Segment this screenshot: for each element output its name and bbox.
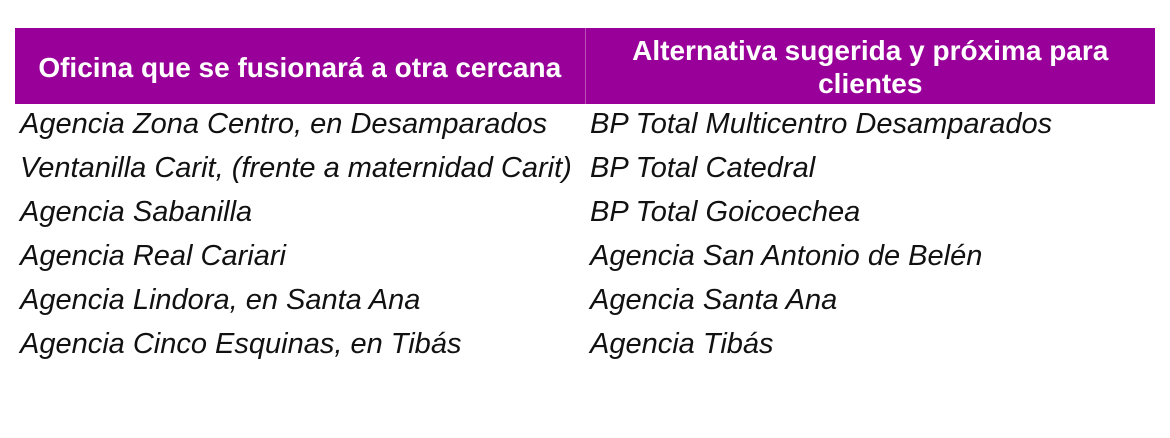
header-alternative: Alternativa sugerida y próxima para clie… (584, 28, 1155, 104)
office-cell: Ventanilla Carit, (frente a maternidad C… (20, 152, 572, 184)
alternative-cell: BP Total Catedral (590, 152, 816, 184)
table-row: Ventanilla Carit, (frente a maternidad C… (15, 148, 1155, 192)
alternative-cell: Agencia Tibás (590, 328, 774, 360)
table-row: Agencia Sabanilla BP Total Goicoechea (15, 192, 1155, 236)
table-row: Agencia Zona Centro, en Desamparados BP T… (15, 104, 1155, 148)
office-cell: Agencia Lindora, en Santa Ana (20, 284, 421, 316)
header-office: Oficina que se fusionará a otra cercana (15, 28, 585, 104)
office-merge-table: Oficina que se fusionará a otra cercana … (15, 28, 1155, 368)
office-cell: Agencia Cinco Esquinas, en Tibás (20, 328, 462, 360)
office-cell: Agencia Zona Centro, en Desamparados (20, 108, 548, 140)
office-cell: Agencia Real Cariari (20, 240, 286, 272)
header-row: Oficina que se fusionará a otra cercana … (15, 28, 1155, 104)
alternative-cell: BP Total Goicoechea (590, 196, 861, 228)
table-row: Agencia Real Cariari Agencia San Antonio … (15, 236, 1155, 280)
alternative-cell: BP Total Multicentro Desamparados (590, 108, 1053, 140)
alternative-cell: Agencia San Antonio de Belén (590, 240, 983, 272)
table-row: Agencia Lindora, en Santa Ana Agencia San… (15, 280, 1155, 324)
alternative-cell: Agencia Santa Ana (590, 284, 838, 316)
table-row: Agencia Cinco Esquinas, en Tibás Agencia … (15, 324, 1155, 368)
office-cell: Agencia Sabanilla (20, 196, 253, 228)
